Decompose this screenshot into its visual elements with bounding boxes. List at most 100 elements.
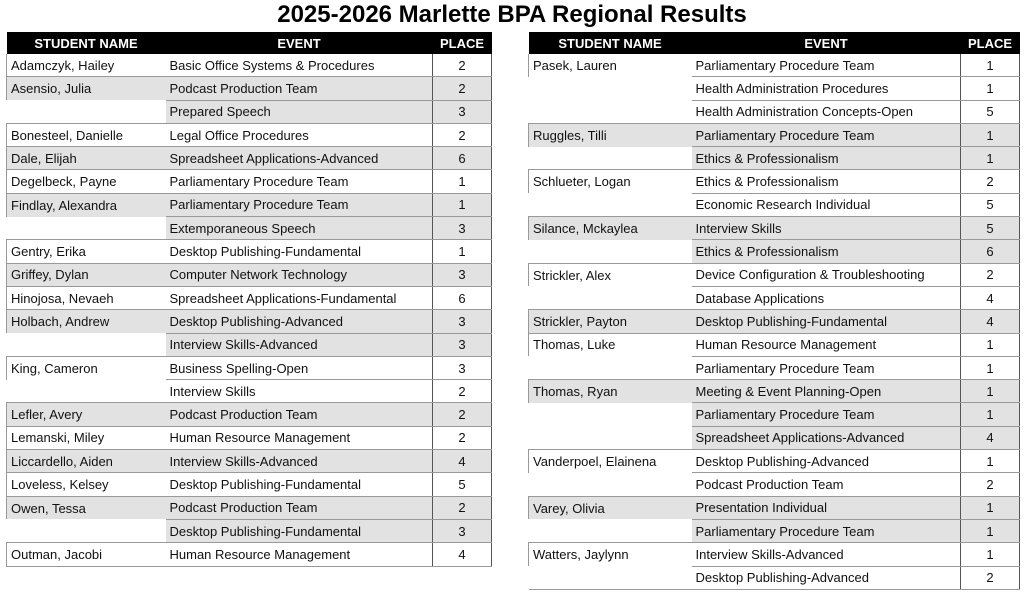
result-row: Pasek, Lauren Parliamentary Procedure Tea…	[528, 54, 1020, 78]
result-row: Varey, Olivia Presentation Individual 1	[528, 496, 1020, 520]
event-name: Parliamentary Procedure Team	[691, 402, 961, 427]
place: 1	[960, 333, 1020, 357]
event-name: Extemporaneous Speech	[165, 216, 433, 241]
student-name: Strickler, Alex	[528, 263, 692, 287]
result-row: Desktop Publishing-Fundamental 3	[6, 519, 492, 544]
event-name: Parliamentary Procedure Team	[165, 193, 433, 218]
event-name: Parliamentary Procedure Team	[691, 356, 961, 381]
place: 5	[960, 100, 1020, 124]
result-row: Interview Skills-Advanced 3	[6, 333, 492, 357]
place: 4	[960, 426, 1020, 451]
result-row: Ruggles, Tilli Parliamentary Procedure Te…	[528, 123, 1020, 148]
place: 4	[432, 449, 492, 474]
event-name: Human Resource Management	[691, 333, 961, 357]
result-row: Gentry, Erika Desktop Publishing-Fundamen…	[6, 239, 492, 264]
place: 6	[960, 239, 1020, 264]
place: 3	[432, 356, 492, 381]
event-name: Interview Skills-Advanced	[165, 333, 433, 357]
place: 2	[960, 566, 1020, 590]
event-name: Desktop Publishing-Fundamental	[691, 309, 961, 334]
name-cell	[6, 379, 166, 404]
student-name: Gentry, Erika	[6, 239, 166, 264]
column-header: EVENT	[691, 32, 961, 54]
name-cell	[528, 100, 692, 124]
student-name: Schlueter, Logan	[528, 169, 692, 194]
result-row: Vanderpoel, Elainena Desktop Publishing-A…	[528, 449, 1020, 474]
event-name: Interview Skills	[691, 216, 961, 241]
student-name: Owen, Tessa	[6, 496, 166, 520]
result-row: Parliamentary Procedure Team 1	[528, 519, 1020, 544]
place: 2	[960, 472, 1020, 497]
result-row: Lefler, Avery Podcast Production Team 2	[6, 402, 492, 427]
place: 1	[432, 193, 492, 218]
place: 5	[960, 216, 1020, 241]
results-table: STUDENT NAME EVENT PLACE Adamczyk, Hailey Ba…	[6, 32, 492, 567]
result-row: Strickler, Payton Desktop Publishing-Fund…	[528, 309, 1020, 334]
event-name: Database Applications	[691, 286, 961, 311]
student-name: Strickler, Payton	[528, 309, 692, 334]
column-header: PLACE	[432, 32, 492, 54]
place: 1	[960, 402, 1020, 427]
result-row: Interview Skills 2	[6, 379, 492, 404]
place: 2	[432, 426, 492, 451]
name-cell	[528, 76, 692, 101]
result-row: Ethics & Professionalism 6	[528, 239, 1020, 264]
name-cell	[6, 100, 166, 124]
place: 2	[432, 76, 492, 101]
name-cell	[528, 472, 692, 497]
event-name: Business Spelling-Open	[165, 356, 433, 381]
result-row: Holbach, Andrew Desktop Publishing-Advanc…	[6, 309, 492, 334]
place: 1	[960, 146, 1020, 171]
place: 2	[432, 54, 492, 78]
result-row: Podcast Production Team 2	[528, 472, 1020, 497]
student-name: Vanderpoel, Elainena	[528, 449, 692, 473]
event-name: Parliamentary Procedure Team	[691, 519, 961, 544]
result-row: Outman, Jacobi Human Resource Management 4	[6, 542, 492, 567]
place: 6	[432, 286, 492, 311]
place: 5	[960, 193, 1020, 218]
event-name: Desktop Publishing-Fundamental	[165, 519, 433, 544]
place: 1	[960, 449, 1020, 474]
result-row: Dale, Elijah Spreadsheet Applications-Adv…	[6, 146, 492, 171]
name-cell	[528, 356, 692, 381]
place: 3	[432, 216, 492, 241]
column-header: PLACE	[960, 32, 1020, 54]
student-name: Silance, Mckaylea	[528, 216, 692, 240]
result-row: King, Cameron Business Spelling-Open 3	[6, 356, 492, 381]
event-name: Device Configuration & Troubleshooting	[691, 263, 961, 287]
student-name: Thomas, Ryan	[528, 379, 692, 403]
result-row: Adamczyk, Hailey Basic Office Systems & P…	[6, 54, 492, 78]
place: 1	[432, 239, 492, 264]
result-row: Owen, Tessa Podcast Production Team 2	[6, 496, 492, 520]
place: 1	[960, 76, 1020, 101]
place: 1	[432, 169, 492, 194]
event-name: Parliamentary Procedure Team	[165, 169, 433, 194]
place: 3	[432, 100, 492, 124]
event-name: Interview Skills-Advanced	[165, 449, 433, 474]
event-name: Podcast Production Team	[691, 472, 961, 497]
place: 2	[432, 496, 492, 520]
student-name: Dale, Elijah	[6, 146, 166, 171]
student-name: Griffey, Dylan	[6, 263, 166, 287]
result-row: Hinojosa, Nevaeh Spreadsheet Applications…	[6, 286, 492, 311]
student-name: Varey, Olivia	[528, 496, 692, 520]
event-name: Podcast Production Team	[165, 496, 433, 520]
page-title: 2025-2026 Marlette BPA Regional Results	[277, 1, 747, 28]
result-row: Lemanski, Miley Human Resource Management…	[6, 426, 492, 451]
name-cell	[528, 519, 692, 544]
event-name: Meeting & Event Planning-Open	[691, 379, 961, 404]
student-name: Adamczyk, Hailey	[6, 54, 166, 78]
event-name: Economic Research Individual	[691, 193, 961, 218]
student-name: Liccardello, Aiden	[6, 449, 166, 474]
result-row: Strickler, Alex Device Configuration & Tr…	[528, 263, 1020, 287]
result-row: Liccardello, Aiden Interview Skills-Advan…	[6, 449, 492, 474]
result-row: Schlueter, Logan Ethics & Professionalism…	[528, 169, 1020, 194]
student-name: Hinojosa, Nevaeh	[6, 286, 166, 311]
event-name: Spreadsheet Applications-Advanced	[165, 146, 433, 171]
result-row: Silance, Mckaylea Interview Skills 5	[528, 216, 1020, 241]
event-name: Ethics & Professionalism	[691, 146, 961, 171]
result-row: Desktop Publishing-Advanced 2	[528, 566, 1020, 590]
student-name: Watters, Jaylynn	[528, 542, 692, 567]
event-name: Legal Office Procedures	[165, 123, 433, 148]
results-table: STUDENT NAME EVENT PLACE Pasek, Lauren Parli…	[528, 32, 1020, 590]
